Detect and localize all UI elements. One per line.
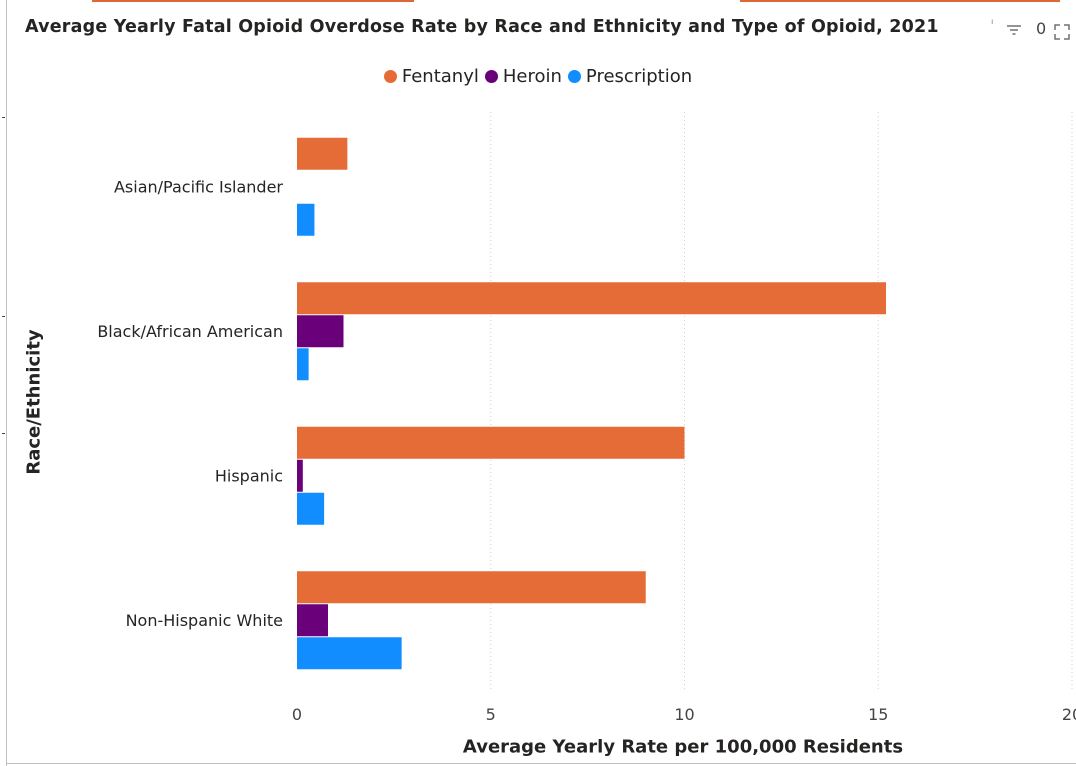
y-category-label: Black/African American xyxy=(97,322,283,341)
legend-dot-fentanyl xyxy=(383,69,397,83)
chart-title: Average Yearly Fatal Opioid Overdose Rat… xyxy=(25,17,939,37)
tab-accent-1 xyxy=(92,0,414,2)
side-tick-2 xyxy=(2,316,5,317)
bar-heroin xyxy=(297,315,344,348)
y-category-label: Hispanic xyxy=(215,466,283,485)
filter-icon[interactable] xyxy=(1005,22,1023,42)
x-axis-title: Average Yearly Rate per 100,000 Resident… xyxy=(462,736,904,758)
chart-legend: Fentanyl Heroin Prescription xyxy=(0,62,1076,90)
title-fade-mark: ' xyxy=(990,17,995,37)
y-category-label: Non-Hispanic White xyxy=(126,611,283,630)
visual-border-bottom xyxy=(6,763,1076,764)
side-tick-1 xyxy=(2,117,5,118)
x-tick-label: 20 xyxy=(1062,705,1076,724)
side-tick-3 xyxy=(2,433,5,434)
bar-prescription xyxy=(297,348,309,381)
bar-heroin xyxy=(297,459,303,492)
legend-item-prescription[interactable]: Prescription xyxy=(567,65,693,87)
legend-label: Heroin xyxy=(502,65,562,87)
x-tick-label: 0 xyxy=(292,705,302,724)
legend-label: Prescription xyxy=(585,65,693,87)
focus-mode-icon[interactable] xyxy=(1053,23,1071,45)
legend-dot-heroin xyxy=(484,69,498,83)
legend-item-fentanyl[interactable]: Fentanyl xyxy=(383,65,479,87)
bar-heroin xyxy=(297,604,328,637)
bar-fentanyl xyxy=(297,426,685,459)
x-tick-label: 5 xyxy=(486,705,496,724)
legend-label: Fentanyl xyxy=(401,65,479,87)
legend-dot-prescription xyxy=(567,69,581,83)
bar-fentanyl xyxy=(297,282,886,315)
tab-accent-2 xyxy=(740,0,1060,2)
filter-count-text: 0 xyxy=(1036,19,1047,38)
bar-fentanyl xyxy=(297,571,646,604)
visual-border-left xyxy=(6,0,7,766)
legend-item-heroin[interactable]: Heroin xyxy=(484,65,562,87)
x-tick-label: 15 xyxy=(868,705,888,724)
bar-prescription xyxy=(297,203,315,236)
y-category-label: Asian/Pacific Islander xyxy=(114,177,283,196)
bar-prescription xyxy=(297,492,325,525)
y-axis-title: Race/Ethnicity xyxy=(23,329,45,475)
x-tick-label: 10 xyxy=(674,705,694,724)
bar-fentanyl xyxy=(297,137,348,170)
bar-prescription xyxy=(297,637,402,670)
